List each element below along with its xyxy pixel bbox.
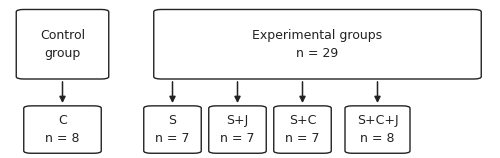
Text: C
n = 8: C n = 8 [45, 114, 80, 145]
FancyBboxPatch shape [154, 9, 481, 79]
Text: S+J
n = 7: S+J n = 7 [220, 114, 255, 145]
Text: Experimental groups
n = 29: Experimental groups n = 29 [252, 29, 382, 60]
FancyBboxPatch shape [16, 9, 109, 79]
FancyBboxPatch shape [345, 106, 410, 153]
FancyBboxPatch shape [24, 106, 101, 153]
FancyBboxPatch shape [144, 106, 201, 153]
FancyBboxPatch shape [274, 106, 331, 153]
Text: S+C+J
n = 8: S+C+J n = 8 [356, 114, 399, 145]
FancyBboxPatch shape [209, 106, 266, 153]
Text: S+C
n = 7: S+C n = 7 [285, 114, 320, 145]
Text: Control
group: Control group [40, 29, 85, 60]
Text: S
n = 7: S n = 7 [155, 114, 190, 145]
